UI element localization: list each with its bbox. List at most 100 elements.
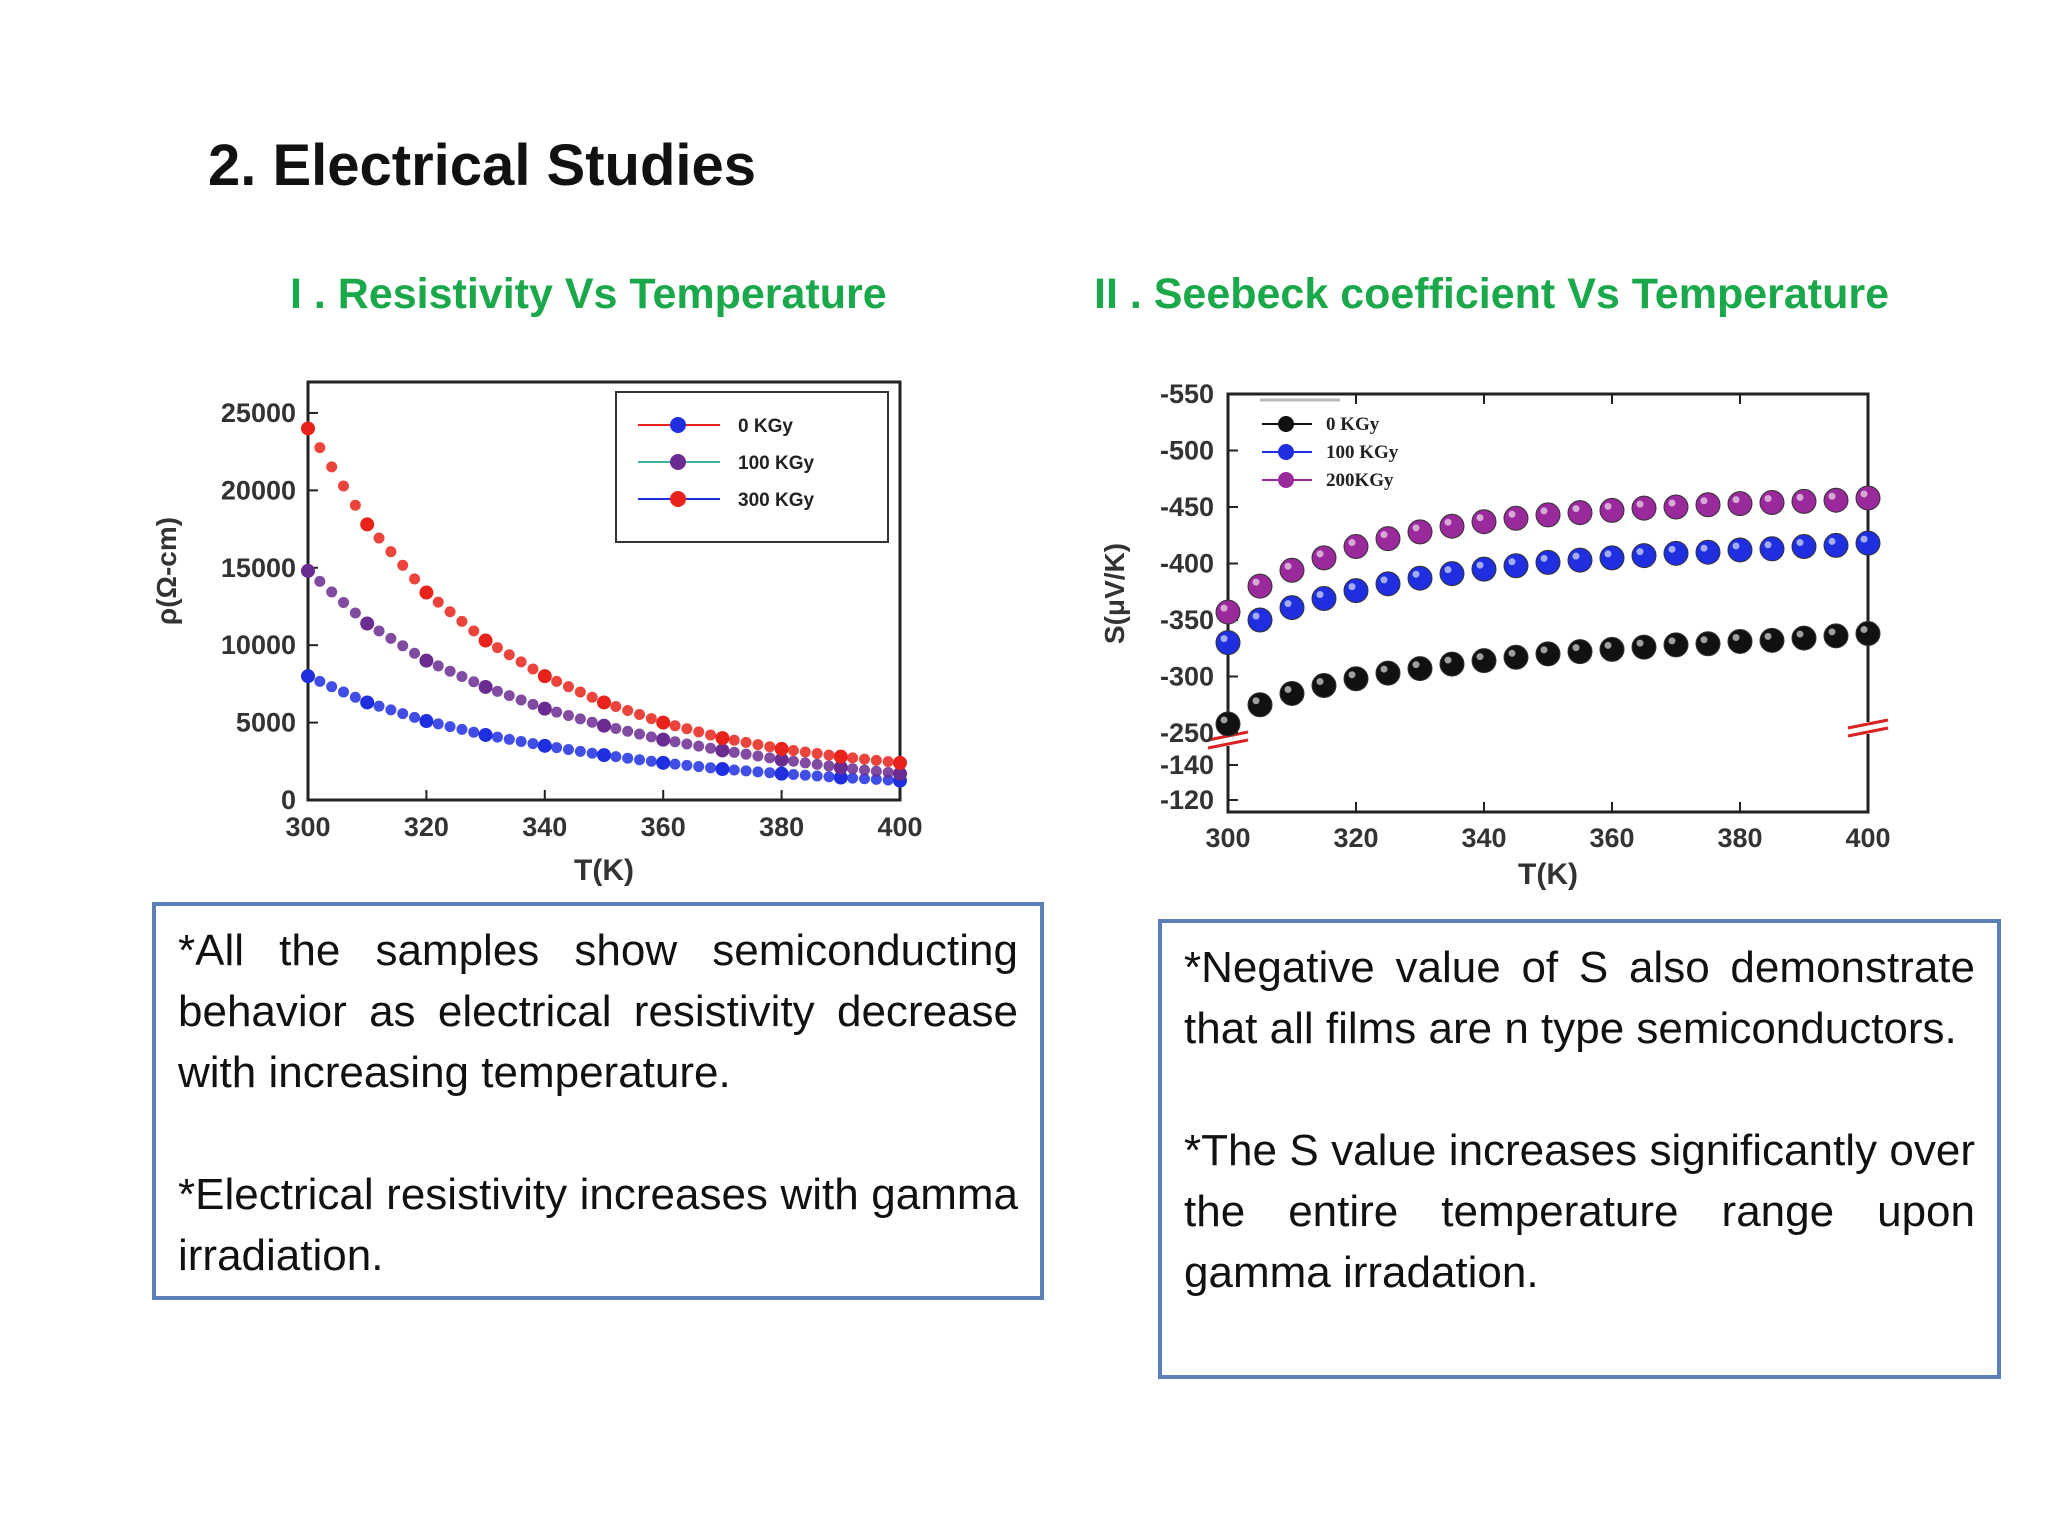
y-tick-label: 15000 [221, 553, 296, 583]
data-point-highlight [1860, 490, 1868, 498]
legend-marker [670, 417, 686, 433]
data-point [1439, 561, 1465, 587]
data-point-highlight [1284, 600, 1292, 608]
data-point [1759, 627, 1785, 653]
data-point-interp [491, 731, 503, 743]
data-point [1663, 540, 1689, 566]
x-tick-label: 340 [1461, 823, 1506, 853]
data-point [1791, 625, 1817, 651]
data-point-highlight [1252, 697, 1260, 705]
data-point [656, 755, 671, 770]
y-tick-label: -450 [1160, 492, 1214, 522]
y-tick-label: 10000 [221, 630, 296, 660]
data-point-interp [858, 773, 870, 785]
y-tick-label: -550 [1160, 379, 1214, 409]
data-point [1855, 621, 1881, 647]
data-point-interp [397, 640, 409, 652]
data-point [1439, 651, 1465, 677]
data-point-highlight [1764, 632, 1772, 640]
data-point-interp [645, 731, 657, 743]
data-point-highlight [1700, 636, 1708, 644]
data-point [1759, 536, 1785, 562]
data-point [1343, 666, 1369, 692]
data-point [1375, 571, 1401, 597]
data-point-highlight [1348, 671, 1356, 679]
data-point [1471, 556, 1497, 582]
axis-break-mark [1207, 738, 1249, 750]
data-point [1279, 557, 1305, 583]
data-point-highlight [1476, 653, 1484, 661]
series-100-kgy [301, 563, 907, 781]
data-point-interp [847, 752, 859, 764]
data-point [1727, 628, 1753, 654]
data-point-interp [468, 676, 480, 688]
x-tick-label: 320 [1333, 823, 1378, 853]
data-point-interp [586, 747, 598, 759]
data-point-highlight [1828, 537, 1836, 545]
data-point-interp [586, 691, 598, 703]
legend-marker [670, 454, 686, 470]
data-point [715, 762, 730, 777]
data-point [360, 695, 375, 710]
data-point [1663, 494, 1689, 520]
data-point-interp [634, 754, 646, 766]
data-point-highlight [1860, 626, 1868, 634]
data-point-highlight [1572, 552, 1580, 560]
data-point-interp [503, 649, 515, 661]
data-point-interp [326, 586, 338, 598]
data-point-highlight [1604, 502, 1612, 510]
data-point-interp [515, 735, 527, 747]
data-point-interp [432, 718, 444, 730]
data-point [1855, 530, 1881, 556]
data-point [1503, 505, 1529, 531]
data-point-interp [503, 733, 515, 745]
data-point [1727, 537, 1753, 563]
data-point-interp [799, 757, 811, 769]
data-point-interp [847, 772, 859, 784]
data-point [1631, 495, 1657, 521]
data-point-highlight [1380, 531, 1388, 539]
legend-label: 100 KGy [1326, 442, 1399, 463]
data-point-highlight [1860, 535, 1868, 543]
data-point-interp [728, 734, 740, 746]
data-point-interp [764, 767, 776, 779]
data-point-interp [622, 725, 634, 737]
resistivity-note-2: *Electrical resistivity increases with g… [178, 1170, 1018, 1280]
data-point [1375, 660, 1401, 686]
y-tick-label: 0 [281, 785, 296, 815]
data-point [1695, 539, 1721, 565]
data-point-highlight [1252, 612, 1260, 620]
data-point-highlight [1796, 539, 1804, 547]
data-point-interp [314, 575, 326, 587]
data-point [419, 585, 434, 600]
data-point-highlight [1700, 497, 1708, 505]
data-point-interp [681, 723, 693, 735]
data-point-highlight [1508, 510, 1516, 518]
data-point-interp [551, 706, 563, 718]
data-point-interp [693, 726, 705, 738]
data-point-highlight [1476, 514, 1484, 522]
data-point [1247, 573, 1273, 599]
data-point-interp [409, 573, 421, 585]
data-point-interp [338, 596, 350, 608]
data-point [656, 732, 671, 747]
data-point [360, 517, 375, 532]
data-point-interp [314, 675, 326, 687]
data-point-interp [409, 647, 421, 659]
data-point-highlight [1284, 562, 1292, 570]
data-point-interp [456, 723, 468, 735]
data-point [1247, 607, 1273, 633]
data-point [1279, 595, 1305, 621]
data-point-interp [503, 690, 515, 702]
data-point [1535, 549, 1561, 575]
x-tick-label: 400 [877, 812, 922, 842]
data-point [1567, 500, 1593, 526]
data-point [1599, 497, 1625, 523]
data-point [893, 755, 907, 770]
legend-label: 200KGy [1326, 470, 1394, 491]
data-point [1567, 547, 1593, 573]
data-point-highlight [1732, 542, 1740, 550]
data-point-highlight [1220, 635, 1228, 643]
seebeck-note-1: *Negative value of S also demonstrate th… [1184, 943, 1975, 1053]
data-point [1791, 488, 1817, 514]
